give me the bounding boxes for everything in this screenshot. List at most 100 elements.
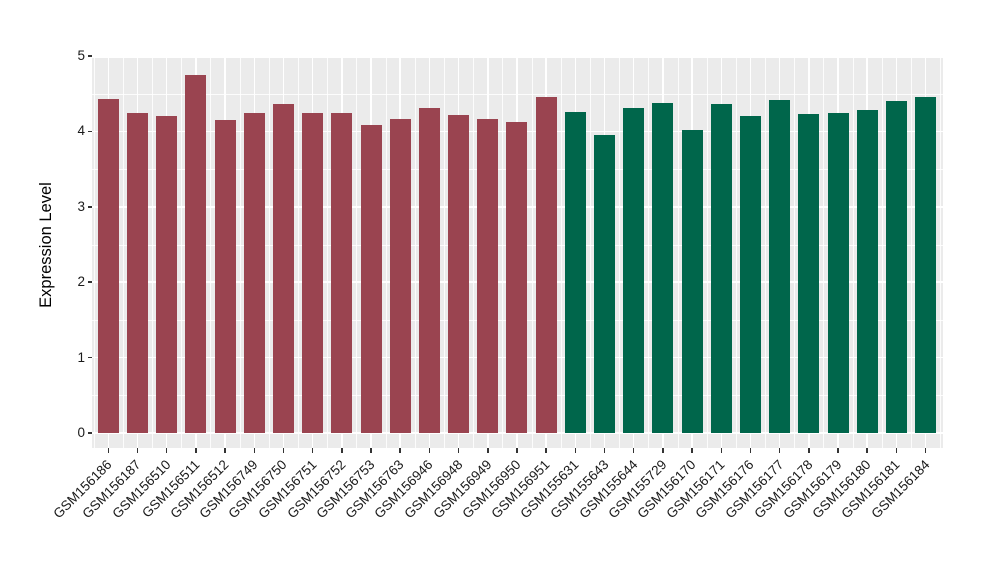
bar-GSM156176	[739, 115, 761, 433]
bar-GSM156948	[448, 114, 470, 433]
y-tick-label-3: 3	[77, 198, 85, 214]
bar-GSM156177	[769, 100, 791, 433]
v-gridline-minor-28	[911, 56, 913, 448]
x-tick-mark-GSM156749	[253, 448, 255, 453]
x-tick-mark-GSM155631	[574, 448, 577, 453]
x-tick-mark-GSM156184	[924, 448, 927, 453]
v-gridline-minor-20	[677, 56, 679, 448]
v-gridline-minor-10	[385, 56, 387, 448]
x-tick-mark-GSM156511	[195, 448, 197, 453]
bar-GSM156751	[302, 112, 324, 433]
bar-GSM156186	[97, 98, 119, 433]
bar-GSM156187	[126, 112, 148, 433]
bar-GSM156178	[798, 114, 820, 433]
bar-GSM156512	[214, 120, 236, 433]
x-tick-mark-GSM156753	[370, 448, 372, 453]
bar-GSM155644	[623, 108, 645, 433]
v-gridline-minor-19	[648, 56, 650, 448]
bar-GSM155631	[564, 111, 586, 433]
x-tick-mark-GSM156187	[136, 448, 139, 453]
y-tick-label-4: 4	[77, 123, 85, 139]
v-gridline-minor-0	[93, 56, 95, 448]
y-tick-mark-2	[87, 281, 92, 283]
x-tick-mark-GSM156181	[895, 448, 898, 453]
x-tick-mark-GSM156171	[720, 448, 723, 453]
y-tick-label-2: 2	[77, 274, 85, 290]
v-gridline-minor-23	[765, 56, 767, 448]
v-gridline-minor-14	[502, 56, 504, 448]
x-tick-mark-GSM155729	[662, 448, 664, 453]
v-gridline-minor-27	[881, 56, 883, 448]
y-axis-title: Expression Level	[37, 182, 55, 308]
y-tick-mark-4	[87, 130, 92, 133]
bar-GSM156170	[681, 129, 703, 433]
bar-GSM156180	[856, 109, 878, 433]
bar-GSM156510	[156, 115, 178, 433]
v-gridline-minor-16	[560, 56, 562, 448]
bar-GSM156171	[710, 104, 732, 433]
v-gridline-minor-18	[619, 56, 621, 448]
v-gridline-minor-6	[268, 56, 270, 448]
v-gridline-minor-21	[706, 56, 708, 448]
x-tick-mark-GSM156752	[341, 448, 343, 453]
plot-panel	[92, 56, 943, 448]
x-tick-mark-GSM156751	[311, 448, 314, 453]
v-gridline-minor-8	[327, 56, 329, 448]
y-tick-mark-0	[87, 432, 92, 434]
x-tick-mark-GSM155643	[603, 448, 606, 453]
bar-GSM155643	[594, 135, 616, 433]
v-gridline-minor-12	[443, 56, 445, 448]
x-tick-mark-GSM156948	[457, 448, 460, 453]
v-gridline-minor-4	[210, 56, 212, 448]
v-gridline-minor-9	[356, 56, 358, 448]
y-tick-label-1: 1	[77, 349, 85, 365]
bar-GSM156181	[885, 101, 907, 433]
v-gridline-minor-2	[152, 56, 154, 448]
bar-GSM156179	[827, 112, 849, 433]
x-tick-mark-GSM156763	[399, 448, 401, 453]
x-tick-mark-GSM156512	[224, 448, 226, 453]
y-tick-mark-1	[87, 356, 92, 359]
y-tick-mark-3	[87, 206, 92, 208]
v-gridline-minor-25	[823, 56, 825, 448]
y-tick-label-0: 0	[77, 425, 85, 440]
y-tick-label-5: 5	[77, 48, 85, 63]
v-gridline-minor-15	[531, 56, 533, 448]
x-tick-mark-GSM156950	[516, 448, 518, 453]
y-tick-mark-5	[87, 55, 92, 57]
v-gridline-minor-26	[852, 56, 854, 448]
x-tick-mark-GSM156510	[165, 448, 168, 453]
v-gridline-minor-29	[940, 56, 942, 448]
v-gridline-minor-13	[473, 56, 475, 448]
x-tick-mark-GSM156179	[837, 448, 839, 453]
bar-GSM156753	[360, 124, 382, 433]
x-tick-mark-GSM156946	[428, 448, 431, 453]
v-gridline-minor-17	[589, 56, 591, 448]
bar-GSM156950	[506, 122, 528, 433]
bar-GSM156184	[915, 96, 937, 433]
bar-GSM156750	[272, 103, 294, 433]
x-tick-mark-GSM156176	[749, 448, 752, 453]
bar-GSM156949	[477, 119, 499, 433]
bar-GSM156749	[243, 112, 265, 433]
v-gridline-minor-11	[414, 56, 416, 448]
bar-GSM156511	[185, 74, 207, 433]
x-tick-mark-GSM156186	[107, 448, 110, 453]
bar-GSM156951	[535, 97, 557, 433]
bar-GSM156946	[418, 108, 440, 433]
v-gridline-minor-1	[122, 56, 124, 448]
bar-GSM156763	[389, 118, 411, 433]
x-tick-mark-GSM156180	[866, 448, 868, 453]
v-gridline-minor-3	[181, 56, 183, 448]
v-gridline-minor-24	[794, 56, 796, 448]
x-tick-mark-GSM156951	[545, 448, 547, 453]
x-tick-mark-GSM156170	[691, 448, 693, 453]
v-gridline-minor-22	[735, 56, 737, 448]
v-gridline-minor-5	[239, 56, 241, 448]
v-gridline-minor-7	[298, 56, 300, 448]
x-tick-mark-GSM156177	[778, 448, 781, 453]
bar-GSM155729	[652, 102, 674, 433]
x-tick-mark-GSM156750	[282, 448, 285, 453]
bar-GSM156752	[331, 113, 353, 433]
